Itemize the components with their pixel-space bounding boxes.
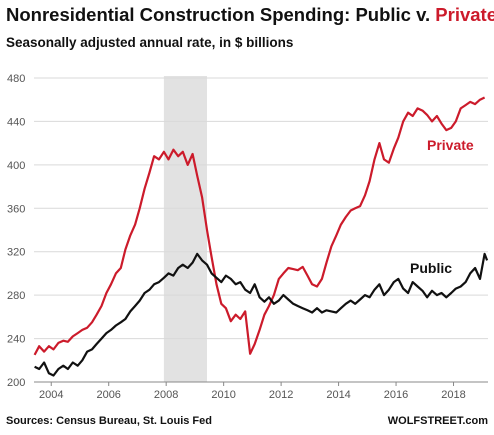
x-tick-label: 2004	[39, 389, 63, 401]
chart-subtitle: Seasonally adjusted annual rate, in $ bi…	[6, 35, 293, 50]
series-label-private: Private	[427, 137, 474, 153]
y-tick-label: 400	[7, 160, 25, 172]
x-tick-label: 2012	[269, 389, 293, 401]
series-label-public: Public	[410, 260, 452, 276]
x-tick-label: 2008	[154, 389, 178, 401]
y-tick-label: 200	[7, 377, 25, 389]
source-note: Sources: Census Bureau, St. Louis Fed	[6, 415, 212, 427]
chart-title-main: Nonresidential Construction Spending: Pu…	[6, 4, 435, 25]
credit-note: WOLFSTREET.com	[388, 415, 488, 427]
series-line-private	[33, 96, 486, 356]
x-tick-label: 2014	[326, 389, 350, 401]
y-axis-ticks: 200 240 280 320 360 400 440 480	[7, 73, 25, 389]
x-tick-label: 2010	[211, 389, 235, 401]
y-tick-label: 360	[7, 203, 25, 215]
y-tick-label: 320	[7, 247, 25, 259]
chart-title: Nonresidential Construction Spending: Pu…	[6, 4, 494, 25]
y-tick-label: 280	[7, 290, 25, 302]
x-tick-label: 2018	[441, 389, 465, 401]
y-tick-label: 480	[7, 73, 25, 85]
x-axis-ticks: 2004 2006 2008 2010 2012 2014 2016 2018	[39, 382, 466, 401]
series-line-public	[34, 252, 489, 377]
y-tick-label: 440	[7, 116, 25, 128]
recession-band	[163, 76, 207, 382]
x-tick-label: 2016	[384, 389, 408, 401]
chart-title-highlight: Private	[435, 4, 494, 25]
x-tick-label: 2006	[96, 389, 120, 401]
gridlines	[34, 77, 488, 340]
y-tick-label: 240	[7, 334, 25, 346]
